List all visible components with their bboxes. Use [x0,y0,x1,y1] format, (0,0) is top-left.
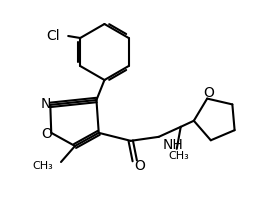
Text: O: O [204,85,215,99]
Text: CH₃: CH₃ [32,161,53,171]
Text: Cl: Cl [46,29,60,43]
Text: N: N [41,97,52,111]
Text: NH: NH [163,138,183,152]
Text: O: O [134,159,145,173]
Text: O: O [41,127,52,141]
Text: CH₃: CH₃ [168,151,189,161]
